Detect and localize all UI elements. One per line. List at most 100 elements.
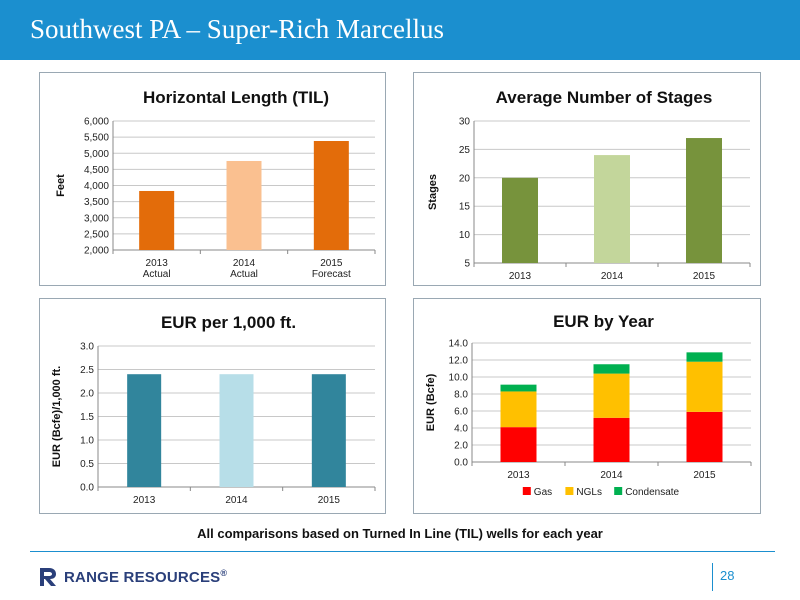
x-tick-label: 2013 [509, 271, 532, 282]
bar [226, 160, 262, 250]
y-axis-label: Feet [55, 174, 67, 197]
y-tick-label: 3.0 [80, 342, 94, 353]
bar-segment-gas [500, 427, 537, 462]
y-tick-label: 4.0 [454, 424, 468, 435]
x-tick-label-line: 2014 [225, 495, 248, 506]
bar [219, 374, 254, 487]
x-tick-label-line: 2015 [320, 258, 343, 269]
x-tick-label: 2015 Forecast [312, 258, 351, 280]
bar [313, 140, 349, 250]
x-tick-label: 2015 [693, 271, 716, 282]
y-tick-label: 2.5 [80, 365, 94, 376]
y-tick-label: 14.0 [449, 339, 469, 350]
y-tick-label: 3,500 [84, 197, 109, 208]
y-axis-label: Stages [427, 174, 439, 210]
y-tick-label: 5 [464, 259, 470, 270]
y-tick-label: 20 [459, 173, 471, 184]
company-logo: RANGE RESOURCES® [38, 565, 227, 589]
footer-divider [30, 551, 775, 552]
bar-segment-gas [686, 411, 723, 462]
bar [594, 155, 630, 263]
x-tick-label: 2013 [133, 495, 156, 506]
bar-segment-ngls [593, 373, 630, 418]
y-tick-label: 2,000 [84, 246, 109, 257]
x-tick-label: 2015 [693, 470, 716, 481]
x-tick-label-line: 2013 [509, 271, 532, 282]
y-tick-label: 10.0 [449, 373, 469, 384]
x-tick-label: 2015 [318, 495, 341, 506]
x-tick-label-line: 2013 [507, 470, 530, 481]
x-tick-label: 2014 Actual [230, 258, 258, 280]
chart-panel-average-stages: Average Number of Stages 5 10 15 20 25 30 Stage… [413, 72, 761, 286]
bar [311, 374, 346, 487]
y-tick-label: 10 [459, 230, 471, 241]
y-tick-label: 5,000 [84, 149, 109, 160]
x-tick-label-line: 2015 [693, 271, 716, 282]
bar-segment-condensate [593, 364, 630, 374]
page-number: 28 [720, 568, 735, 583]
bar-segment-ngls [686, 361, 723, 412]
y-tick-label: 1.5 [80, 412, 94, 423]
company-name: RANGE RESOURCES® [64, 568, 227, 586]
bar [127, 374, 162, 487]
x-tick-label: 2014 [600, 470, 623, 481]
header-bar: Southwest PA – Super-Rich Marcellus [0, 0, 800, 60]
page-number-divider [712, 563, 713, 591]
bar [502, 177, 538, 263]
x-tick-label-line: 2014 [601, 271, 624, 282]
x-tick-label-line: 2014 [233, 258, 256, 269]
x-tick-label: 2013 [507, 470, 530, 481]
chart-panel-horizontal-length: Horizontal Length (TIL) 2,000 2,500 3,000 3,… [39, 72, 386, 286]
y-tick-label: 30 [459, 117, 471, 128]
x-tick-label-line: 2015 [693, 470, 716, 481]
chart-title: EUR per 1,000 ft. [161, 313, 296, 332]
x-tick-label-line: 2014 [600, 470, 623, 481]
y-tick-label: 6.0 [454, 407, 468, 418]
chart-title: Horizontal Length (TIL) [143, 88, 329, 107]
x-tick-label: 2014 [225, 495, 248, 506]
bar [686, 138, 722, 263]
y-tick-label: 0.0 [80, 483, 94, 494]
bar-segment-condensate [500, 384, 537, 392]
bar-segment-gas [593, 417, 630, 462]
y-tick-label: 5,500 [84, 133, 109, 144]
y-tick-label: 6,000 [84, 117, 109, 128]
registered-mark: ® [220, 568, 228, 578]
y-tick-label: 0.0 [454, 458, 468, 469]
x-tick-label: 2014 [601, 271, 624, 282]
y-axis-label: EUR (Bcfe)/1,000 ft. [51, 366, 63, 467]
bar [139, 190, 175, 250]
legend-label: Gas [534, 487, 552, 498]
bar-segment-ngls [500, 391, 537, 428]
legend-swatch-gas [522, 487, 531, 495]
bar-segment-condensate [686, 352, 723, 362]
x-tick-label-line: Forecast [312, 269, 351, 280]
legend-swatch-condensate [614, 487, 623, 495]
x-tick-label-line: Actual [230, 269, 258, 280]
comparison-footnote: All comparisons based on Turned In Line … [197, 526, 603, 541]
range-resources-logo-icon [40, 568, 56, 586]
y-tick-label: 0.5 [80, 459, 94, 470]
x-tick-label-line: 2013 [133, 495, 156, 506]
x-tick-label-line: 2013 [146, 258, 169, 269]
chart-panel-eur-per-1000ft: EUR per 1,000 ft. 0.0 0.5 1.0 1.5 2.0 2.5 3.0 EU… [39, 298, 386, 514]
x-tick-label-line: Actual [143, 269, 171, 280]
y-tick-label: 4,000 [84, 181, 109, 192]
x-tick-label-line: 2015 [318, 495, 341, 506]
chart-eur-per-1000ft: EUR per 1,000 ft. 0.0 0.5 1.0 1.5 2.0 2.5 3.0 EU… [51, 313, 376, 506]
y-tick-label: 2,500 [84, 229, 109, 240]
y-tick-label: 1.0 [80, 436, 94, 447]
legend-label: NGLs [576, 487, 602, 498]
chart-title: Average Number of Stages [496, 88, 713, 107]
y-axis-label: EUR (Bcfe) [425, 373, 437, 431]
y-tick-label: 2.0 [80, 389, 94, 400]
y-tick-label: 2.0 [454, 441, 468, 452]
y-tick-label: 3,000 [84, 213, 109, 224]
y-tick-label: 4,500 [84, 165, 109, 176]
y-tick-label: 12.0 [449, 356, 469, 367]
y-tick-label: 25 [459, 145, 471, 156]
chart-horizontal-length: Horizontal Length (TIL) 2,000 2,500 3,000 3,… [55, 88, 376, 280]
chart-panel-eur-by-year: EUR by Year 0.0 2.0 4.0 6.0 8.0 10.0 12.0 14.0 EU… [413, 298, 761, 514]
legend-swatch-ngls [565, 487, 574, 495]
chart-title: EUR by Year [553, 312, 654, 331]
